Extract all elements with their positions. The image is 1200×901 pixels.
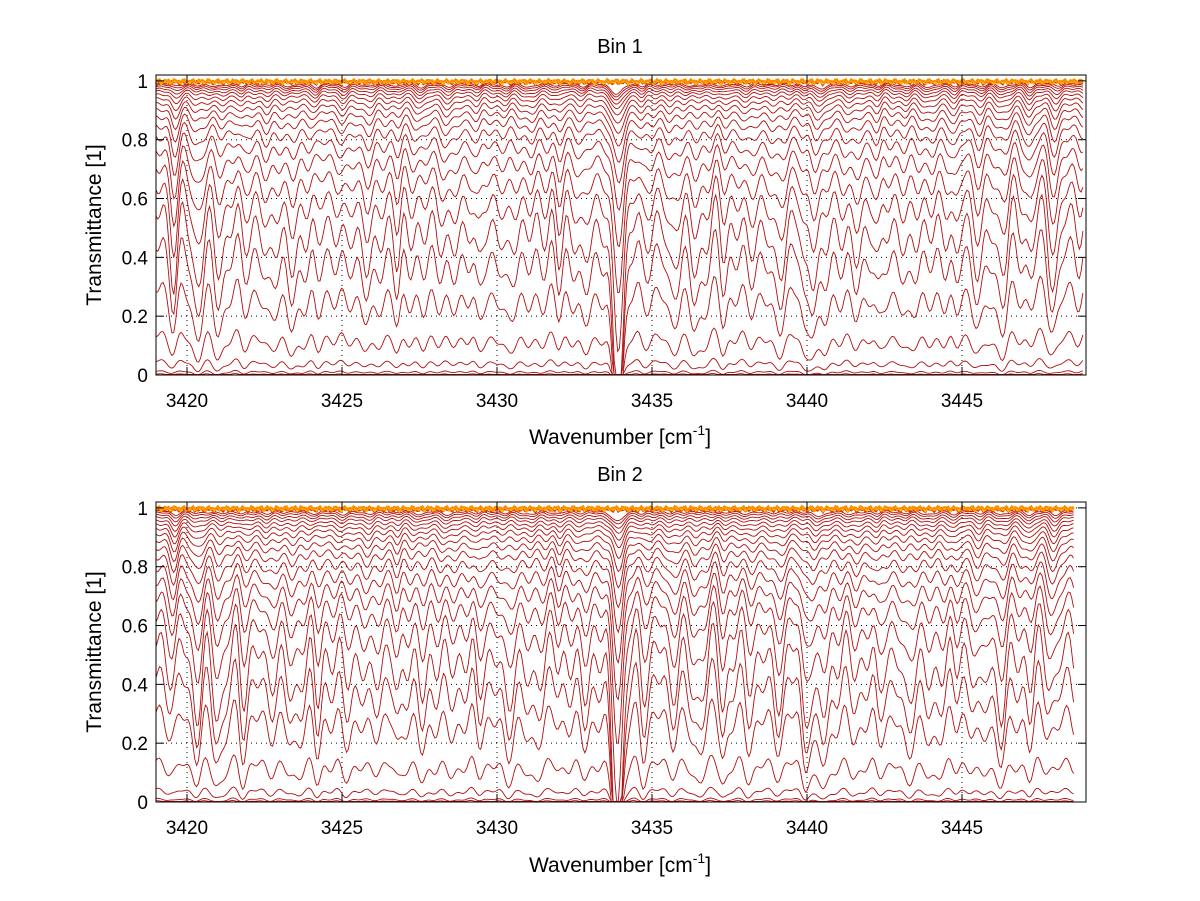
series-line bbox=[155, 84, 1084, 101]
y-tick-label: 0.4 bbox=[122, 675, 149, 696]
series-line bbox=[155, 530, 1074, 573]
y-axis-label: Transmittance [1] bbox=[83, 144, 106, 305]
series-lines bbox=[155, 77, 1084, 375]
y-tick-label: 0.2 bbox=[122, 307, 148, 328]
x-tick-label: 3430 bbox=[476, 391, 518, 412]
series-line bbox=[155, 327, 1084, 375]
series-line bbox=[155, 512, 1074, 529]
series-line bbox=[155, 157, 1084, 294]
series-line bbox=[155, 120, 1084, 184]
series-line bbox=[155, 584, 1075, 745]
y-tick-marks: 0 0.2 0.4 0.6 0.8 1 bbox=[122, 72, 1086, 387]
x-axis-label: Wavenumber [cm-1] bbox=[529, 850, 711, 877]
y-tick-label: 0 bbox=[137, 793, 148, 814]
chart-bin-2: Bin 2 3420 3425 3430 3435 3440 3445 0 0.2 0.4 0.… bbox=[83, 464, 1087, 877]
series-line bbox=[155, 105, 1084, 147]
y-tick-label: 0.8 bbox=[122, 131, 148, 152]
y-tick-label: 1 bbox=[137, 499, 148, 520]
chart-bin-1: Bin 1 3420 3425 3430 3435 3440 3445 0 0.2 0.4 0.… bbox=[83, 36, 1087, 449]
series-line bbox=[155, 83, 1084, 98]
series-line bbox=[155, 797, 1074, 802]
series-line bbox=[155, 536, 1074, 589]
x-tick-marks: 3420 3425 3430 3435 3440 3445 bbox=[166, 75, 983, 412]
series-line bbox=[155, 518, 1074, 541]
plot-frame bbox=[155, 74, 1087, 376]
y-tick-label: 1 bbox=[137, 72, 148, 93]
series-line bbox=[155, 88, 1084, 110]
y-tick-label: 0 bbox=[137, 366, 148, 387]
x-tick-label: 3445 bbox=[941, 391, 983, 412]
series-lines bbox=[155, 504, 1075, 802]
x-tick-label: 3435 bbox=[631, 391, 673, 412]
x-tick-label: 3440 bbox=[786, 391, 828, 412]
series-line bbox=[155, 193, 1084, 375]
series-line bbox=[155, 622, 1075, 802]
series-line bbox=[155, 504, 1075, 513]
y-axis-label: Transmittance [1] bbox=[83, 571, 106, 732]
y-tick-label: 0.6 bbox=[122, 617, 148, 638]
series-line bbox=[155, 521, 1074, 549]
y-tick-label: 0.6 bbox=[122, 190, 148, 211]
series-line bbox=[155, 543, 1074, 609]
series-line bbox=[155, 786, 1074, 802]
x-tick-label: 3420 bbox=[166, 391, 208, 412]
series-line bbox=[155, 173, 1084, 353]
y-tick-label: 0.4 bbox=[122, 248, 149, 269]
series-line bbox=[155, 509, 1074, 522]
series-line bbox=[155, 129, 1083, 211]
plot-frame bbox=[155, 501, 1087, 803]
x-tick-label: 3440 bbox=[786, 818, 828, 839]
series-line bbox=[155, 510, 1074, 525]
x-tick-label: 3420 bbox=[166, 818, 208, 839]
y-tick-label: 0.8 bbox=[122, 558, 148, 579]
x-tick-label: 3435 bbox=[631, 818, 673, 839]
y-tick-label: 0.2 bbox=[122, 734, 148, 755]
y-tick-marks: 0 0.2 0.4 0.6 0.8 1 bbox=[122, 499, 1086, 814]
series-line bbox=[155, 95, 1084, 124]
x-tick-marks: 3420 3425 3430 3435 3440 3445 bbox=[166, 502, 983, 839]
series-line bbox=[155, 357, 1084, 375]
series-line bbox=[155, 77, 1084, 86]
series-line bbox=[155, 112, 1084, 163]
x-tick-label: 3430 bbox=[476, 818, 518, 839]
series-line bbox=[155, 525, 1074, 559]
series-line bbox=[155, 81, 1083, 95]
series-line bbox=[156, 100, 1084, 134]
series-line bbox=[155, 515, 1074, 534]
series-line bbox=[155, 228, 1084, 375]
chart-title: Bin 2 bbox=[597, 464, 643, 486]
series-line bbox=[155, 141, 1084, 248]
series-line bbox=[155, 91, 1084, 116]
series-line bbox=[155, 369, 1084, 375]
x-tick-label: 3425 bbox=[321, 818, 363, 839]
series-line bbox=[155, 551, 1074, 634]
x-axis-label: Wavenumber [cm-1] bbox=[529, 422, 711, 449]
x-tick-label: 3425 bbox=[321, 391, 363, 412]
series-line bbox=[155, 86, 1084, 105]
chart-title: Bin 1 bbox=[597, 36, 643, 58]
x-tick-label: 3445 bbox=[941, 818, 983, 839]
series-line bbox=[155, 561, 1075, 665]
series-line bbox=[155, 572, 1075, 701]
series-line bbox=[155, 600, 1075, 802]
